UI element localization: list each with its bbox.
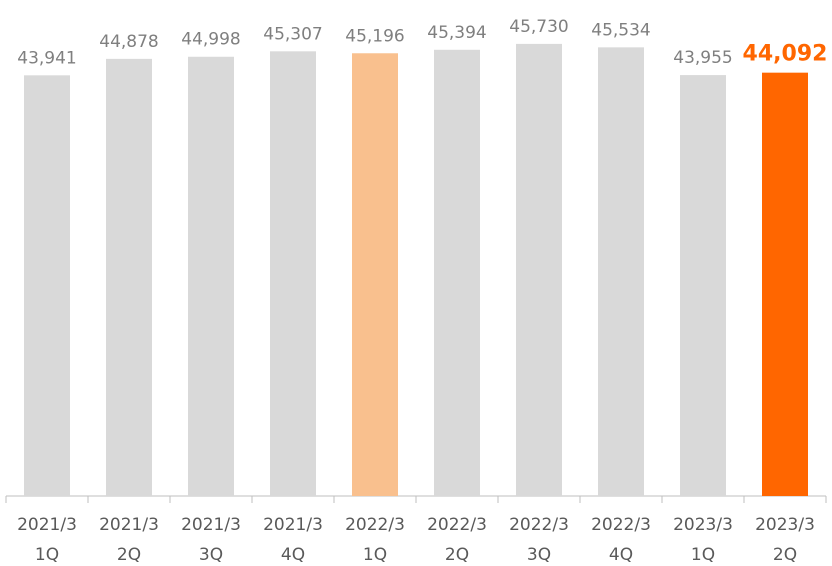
bar bbox=[516, 43, 562, 496]
value-label: 44,878 bbox=[99, 32, 158, 52]
bar bbox=[270, 51, 316, 497]
value-label: 44,998 bbox=[181, 30, 240, 50]
x-tick-label: 2022/3 bbox=[345, 515, 405, 535]
value-label: 43,941 bbox=[17, 48, 76, 68]
x-tick-label: 4Q bbox=[609, 545, 633, 565]
x-tick-label: 1Q bbox=[363, 545, 387, 565]
bar bbox=[106, 58, 152, 496]
x-tick-label: 2022/3 bbox=[591, 515, 651, 535]
x-tick-label: 2023/3 bbox=[755, 515, 815, 535]
x-tick-label: 2Q bbox=[117, 545, 141, 565]
value-label: 44,092 bbox=[743, 42, 828, 67]
x-tick-label: 2022/3 bbox=[509, 515, 569, 535]
value-label: 45,307 bbox=[263, 24, 322, 44]
x-tick-label: 2021/3 bbox=[263, 515, 323, 535]
x-tick-label: 2021/3 bbox=[99, 515, 159, 535]
value-label: 43,955 bbox=[673, 48, 732, 68]
value-label: 45,534 bbox=[591, 20, 650, 40]
bar bbox=[352, 53, 398, 496]
bar bbox=[434, 49, 480, 497]
value-label: 45,394 bbox=[427, 23, 486, 43]
x-tick-label: 2022/3 bbox=[427, 515, 487, 535]
x-tick-label: 3Q bbox=[527, 545, 551, 565]
bar bbox=[680, 75, 726, 497]
x-tick-label: 1Q bbox=[691, 545, 715, 565]
bar bbox=[24, 75, 70, 497]
value-label: 45,196 bbox=[345, 26, 404, 46]
bar bbox=[762, 72, 808, 497]
x-tick-label: 2021/3 bbox=[17, 515, 77, 535]
value-label: 45,730 bbox=[509, 17, 568, 37]
x-tick-label: 2Q bbox=[445, 545, 469, 565]
x-tick-label: 1Q bbox=[35, 545, 59, 565]
x-tick-label: 2Q bbox=[773, 545, 797, 565]
bar bbox=[188, 56, 234, 497]
x-tick-label: 2021/3 bbox=[181, 515, 241, 535]
x-tick-label: 3Q bbox=[199, 545, 223, 565]
x-tick-label: 4Q bbox=[281, 545, 305, 565]
bar bbox=[598, 47, 644, 496]
x-tick-label: 2023/3 bbox=[673, 515, 733, 535]
